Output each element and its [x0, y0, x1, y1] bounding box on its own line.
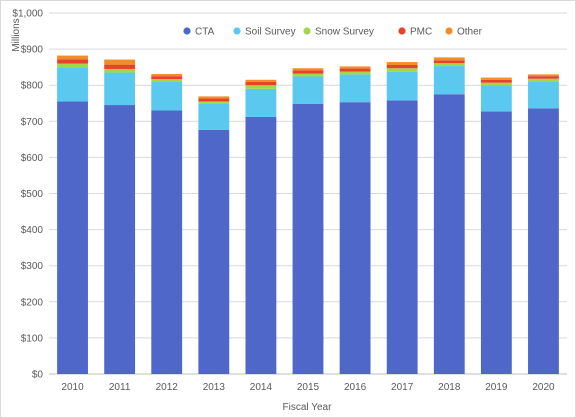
x-tick-label: 2013 [203, 382, 226, 393]
bar-soil-survey [151, 81, 183, 111]
bar-other [104, 59, 136, 65]
y-tick-label: $500 [21, 189, 44, 200]
legend-label: PMC [410, 27, 432, 38]
legend-marker [398, 27, 406, 35]
y-tick-label: $600 [21, 153, 44, 164]
bar-snow-survey [339, 71, 371, 75]
bar-snow-survey [386, 68, 418, 72]
bar-soil-survey [386, 71, 418, 101]
legend-marker [183, 27, 191, 35]
bar-snow-survey [151, 79, 183, 82]
x-tick-label: 2020 [532, 382, 555, 393]
bar-cta [480, 111, 512, 374]
bar-pmc [433, 60, 465, 64]
y-tick-label: $100 [21, 333, 44, 344]
bar-cta [433, 94, 465, 374]
bar-cta [151, 110, 183, 374]
bar-soil-survey [292, 76, 324, 104]
bar-snow-survey [528, 78, 559, 82]
x-tick-label: 2011 [109, 382, 131, 393]
bar-snow-survey [433, 63, 465, 67]
bar-soil-survey [433, 66, 465, 95]
bar-cta [386, 100, 418, 374]
bar-pmc [198, 98, 230, 102]
legend-label: Other [457, 27, 483, 38]
bar-snow-survey [104, 68, 136, 73]
bar-cta [292, 103, 324, 375]
bar-pmc [104, 64, 136, 69]
bar-snow-survey [57, 63, 88, 68]
legend-marker [233, 27, 241, 35]
bar-soil-survey [104, 72, 136, 106]
legend-marker [445, 27, 453, 35]
bar-other [245, 79, 277, 82]
x-axis-ticks: 2010 2011 2012 2013 2014 2015 2016 2017 2018 2019… [61, 382, 555, 393]
y-tick-label: $1,000 [12, 9, 43, 20]
bar-other [528, 74, 559, 77]
bar-soil-survey [339, 74, 371, 103]
bar-soil-survey [57, 67, 88, 102]
x-axis-title: Fiscal Year [283, 402, 333, 413]
x-tick-label: 2018 [438, 382, 461, 393]
x-tick-label: 2019 [485, 382, 508, 393]
bar-cta [245, 116, 277, 374]
legend: CTA Soil Survey Snow Survey PMC Other [183, 27, 483, 38]
y-tick-label: $0 [32, 370, 44, 381]
bar-pmc [480, 79, 512, 83]
bar-pmc [528, 76, 559, 79]
bar-other [339, 66, 371, 69]
bar-cta [57, 101, 88, 374]
bar-soil-survey [480, 85, 512, 112]
bar-other [292, 68, 324, 71]
bar-other [433, 57, 465, 61]
x-tick-label: 2014 [250, 382, 273, 393]
legend-label: Soil Survey [245, 27, 296, 38]
bar-pmc [386, 64, 418, 69]
bar-soil-survey [245, 88, 277, 117]
x-tick-label: 2012 [156, 382, 179, 393]
bar-other [386, 62, 418, 65]
bar-cta [104, 105, 136, 375]
bar-pmc [245, 81, 277, 86]
bar-stacks [57, 55, 559, 375]
bar-snow-survey [198, 101, 230, 104]
bar-cta [339, 102, 371, 375]
bar-snow-survey [292, 73, 324, 77]
y-tick-label: $300 [21, 261, 44, 272]
y-tick-label: $200 [21, 297, 44, 308]
bar-soil-survey [198, 103, 230, 130]
legend-label: CTA [195, 27, 215, 38]
bar-pmc [57, 59, 88, 64]
x-tick-label: 2016 [344, 382, 367, 393]
x-tick-label: 2010 [61, 382, 84, 393]
legend-label: Snow Survey [315, 27, 374, 38]
bar-cta [198, 129, 230, 374]
bar-other [480, 77, 512, 80]
bar-other [198, 96, 230, 99]
bar-pmc [339, 68, 371, 72]
bar-snow-survey [245, 85, 277, 89]
x-tick-label: 2015 [297, 382, 320, 393]
y-tick-label: $700 [21, 117, 44, 128]
y-tick-label: $800 [21, 81, 44, 92]
bar-cta [528, 108, 559, 374]
bar-pmc [292, 70, 324, 74]
y-axis-ticks: $0 $100 $200 $300 $400 $500 $600 $700 $800 $900 $1… [12, 9, 43, 381]
bar-snow-survey [480, 82, 512, 86]
x-tick-label: 2017 [391, 382, 414, 393]
bar-soil-survey [528, 81, 559, 109]
bar-other [151, 74, 183, 77]
legend-marker [303, 27, 311, 35]
bar-pmc [151, 76, 183, 80]
y-axis-title: Millions [11, 18, 22, 51]
y-tick-label: $900 [21, 45, 44, 56]
bar-other [57, 55, 88, 60]
y-tick-label: $400 [21, 225, 44, 236]
